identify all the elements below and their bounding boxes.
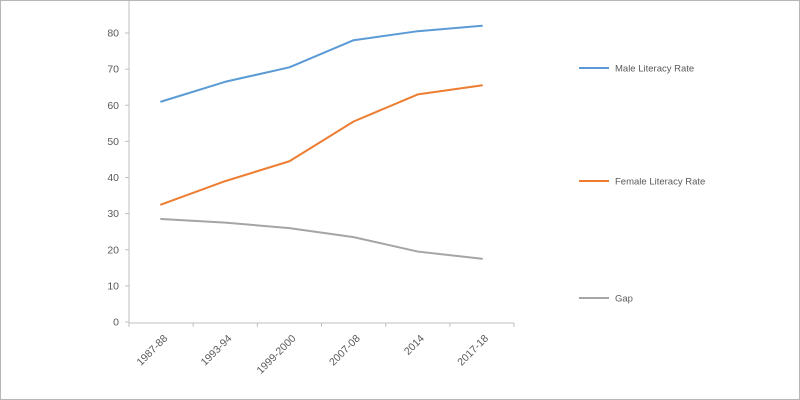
y-tick-label: 30 bbox=[107, 208, 119, 220]
chart-legend: Male Literacy Rate Female Literacy Rate Ga… bbox=[579, 64, 705, 305]
x-tick-label: 1987-88 bbox=[134, 333, 170, 369]
x-axis-labels: 1987-88 1993-94 1999-2000 2007-08 2014 2017-1… bbox=[134, 333, 491, 377]
x-tick-label: 1993-94 bbox=[199, 333, 235, 369]
x-tick-label: 2007-08 bbox=[327, 333, 363, 369]
legend-label-gap: Gap bbox=[615, 294, 633, 305]
y-tick-label: 50 bbox=[107, 136, 119, 148]
x-tick-label: 2017-18 bbox=[455, 333, 491, 369]
series-lines bbox=[160, 24, 483, 260]
y-tick-label: 20 bbox=[107, 244, 119, 256]
y-tick-label: 60 bbox=[107, 100, 119, 112]
y-tick-label: 70 bbox=[107, 64, 119, 76]
legend-item-female-literacy-rate: Female Literacy Rate bbox=[579, 177, 705, 188]
series-line-gap bbox=[160, 218, 483, 260]
axes bbox=[125, 1, 515, 327]
legend-label-male-literacy-rate: Male Literacy Rate bbox=[615, 64, 694, 75]
y-tick-label: 10 bbox=[107, 280, 119, 292]
series-line-male-literacy-rate bbox=[160, 24, 483, 103]
y-tick-label: 40 bbox=[107, 172, 119, 184]
x-tick-label: 1999-2000 bbox=[255, 333, 299, 377]
legend-item-male-literacy-rate: Male Literacy Rate bbox=[579, 64, 694, 75]
y-tick-label: 0 bbox=[113, 317, 119, 329]
y-tick-label: 80 bbox=[107, 28, 119, 40]
legend-item-gap: Gap bbox=[579, 294, 633, 305]
x-tick-label: 2014 bbox=[402, 333, 427, 358]
y-axis-labels: 0 10 20 30 40 50 60 70 80 bbox=[107, 28, 119, 329]
series-line-female-literacy-rate bbox=[160, 84, 483, 206]
legend-label-female-literacy-rate: Female Literacy Rate bbox=[615, 177, 705, 188]
